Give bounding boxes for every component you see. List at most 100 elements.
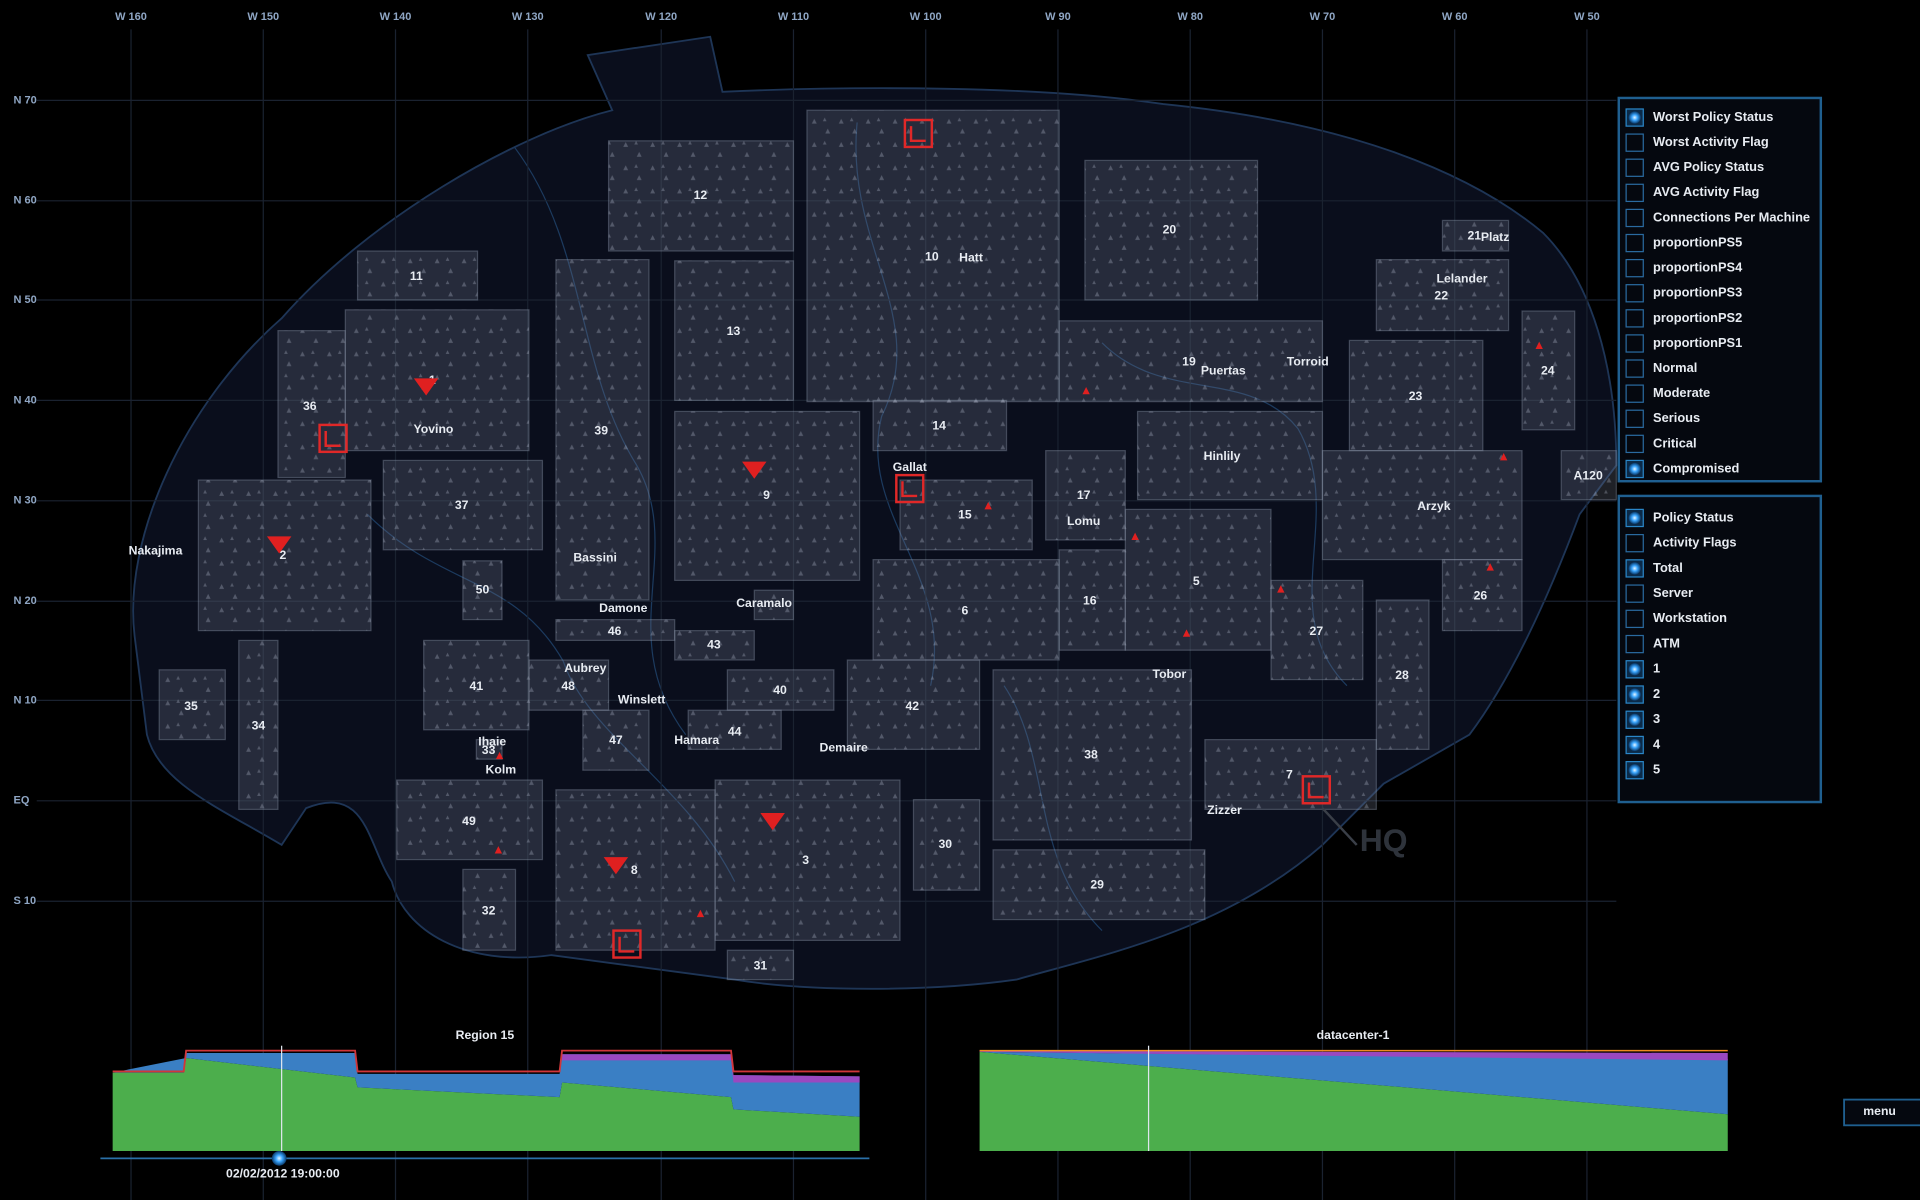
place-name: Nakajima (129, 543, 183, 557)
layer-option[interactable]: Policy Status (1625, 508, 1734, 528)
region-texture (1442, 220, 1509, 252)
layer-option[interactable]: Normal (1625, 359, 1697, 378)
menu-label[interactable]: menu (1863, 1104, 1896, 1118)
region-texture (476, 739, 503, 760)
checkbox[interactable] (1625, 634, 1644, 654)
layer-option[interactable]: proportionPS3 (1625, 284, 1742, 303)
region-texture (1376, 259, 1509, 331)
checkbox[interactable] (1625, 384, 1644, 403)
menu-frame[interactable] (1843, 1098, 1920, 1127)
layer-option[interactable]: Connections Per Machine (1625, 208, 1810, 228)
layer-option[interactable]: Worst Policy Status (1625, 108, 1773, 127)
layer-option[interactable]: Serious (1625, 409, 1700, 428)
region-label: 7 (1286, 767, 1293, 781)
region-texture (727, 950, 794, 980)
option-label[interactable]: 2 (1653, 686, 1660, 701)
checkbox-dot[interactable] (1628, 688, 1641, 701)
layer-option[interactable]: proportionPS5 (1625, 233, 1742, 253)
layer-option[interactable]: Server (1625, 584, 1693, 603)
option-label[interactable]: AVG Activity Flag (1653, 184, 1759, 199)
option-label[interactable]: 3 (1653, 711, 1660, 726)
option-label[interactable]: Policy Status (1653, 509, 1734, 524)
option-label[interactable]: ATM (1653, 635, 1680, 650)
layer-option[interactable]: proportionPS4 (1625, 258, 1743, 278)
option-label[interactable]: Normal (1653, 360, 1697, 375)
checkbox-dot[interactable] (1628, 663, 1641, 676)
option-label[interactable]: Critical (1653, 435, 1697, 450)
layer-option[interactable]: Compromised (1625, 459, 1739, 479)
checkbox[interactable] (1625, 584, 1644, 603)
layer-option[interactable]: 2 (1625, 685, 1660, 704)
layer-option[interactable]: proportionPS1 (1625, 334, 1742, 353)
option-label[interactable]: Server (1653, 585, 1693, 600)
option-label[interactable]: proportionPS3 (1653, 285, 1742, 300)
checkbox[interactable] (1625, 534, 1644, 553)
layer-option[interactable]: AVG Activity Flag (1625, 183, 1759, 203)
checkbox-dot[interactable] (1628, 764, 1641, 777)
layer-option[interactable]: 4 (1625, 735, 1661, 755)
checkbox[interactable] (1625, 133, 1644, 152)
checkbox[interactable] (1625, 434, 1644, 454)
layer-option[interactable]: Critical (1625, 434, 1697, 454)
layer-option[interactable]: Workstation (1625, 609, 1727, 629)
checkbox-dot[interactable] (1628, 111, 1641, 124)
option-label[interactable]: 1 (1653, 661, 1660, 676)
checkbox[interactable] (1625, 334, 1644, 353)
option-label[interactable]: Activity Flags (1653, 535, 1737, 550)
checkbox[interactable] (1625, 409, 1644, 428)
region-texture (238, 640, 278, 810)
checkbox[interactable] (1625, 208, 1644, 228)
region-label: 32 (482, 903, 496, 917)
region-texture (1349, 340, 1483, 451)
region-label: A120 (1574, 469, 1603, 483)
layer-panel-top (1617, 96, 1823, 483)
option-label[interactable]: AVG Policy Status (1653, 159, 1764, 174)
region-label: 13 (727, 324, 741, 338)
region-label: 23 (1409, 389, 1423, 403)
option-label[interactable]: Serious (1653, 410, 1700, 425)
checkbox[interactable] (1625, 183, 1644, 203)
option-label[interactable]: Worst Activity Flag (1653, 134, 1769, 149)
region-label: 48 (561, 679, 575, 693)
region-label: 24 (1541, 363, 1555, 377)
region-label: 34 (252, 718, 266, 732)
checkbox[interactable] (1625, 158, 1644, 177)
option-label[interactable]: Connections Per Machine (1653, 209, 1810, 224)
layer-option[interactable]: proportionPS2 (1625, 309, 1742, 328)
place-name: Tobor (1153, 667, 1187, 681)
option-label[interactable]: proportionPS4 (1653, 260, 1743, 275)
checkbox[interactable] (1625, 309, 1644, 328)
layer-option[interactable]: 1 (1625, 660, 1660, 679)
option-label[interactable]: proportionPS1 (1653, 335, 1742, 350)
layer-option[interactable]: AVG Policy Status (1625, 158, 1764, 177)
checkbox[interactable] (1625, 284, 1644, 303)
option-label[interactable]: Total (1653, 560, 1683, 575)
option-label[interactable]: proportionPS5 (1653, 234, 1742, 249)
layer-option[interactable]: 5 (1625, 761, 1660, 780)
checkbox-dot[interactable] (1628, 738, 1641, 752)
menu-button[interactable]: menu (1843, 1098, 1920, 1127)
option-label[interactable]: 4 (1653, 736, 1661, 751)
option-label[interactable]: Compromised (1653, 460, 1739, 475)
layer-option[interactable]: Activity Flags (1625, 534, 1737, 553)
layer-option[interactable]: Worst Activity Flag (1625, 133, 1769, 152)
option-label[interactable]: 5 (1653, 762, 1660, 777)
option-label[interactable]: proportionPS2 (1653, 310, 1742, 325)
checkbox[interactable] (1625, 258, 1644, 278)
checkbox[interactable] (1625, 609, 1644, 629)
checkbox-dot[interactable] (1628, 462, 1641, 476)
checkbox-dot[interactable] (1628, 511, 1641, 525)
layer-panel-bottom (1617, 494, 1823, 804)
checkbox[interactable] (1625, 233, 1644, 253)
checkbox-dot[interactable] (1628, 562, 1641, 575)
layer-option[interactable]: Moderate (1625, 384, 1710, 403)
option-label[interactable]: Worst Policy Status (1653, 109, 1773, 124)
checkbox[interactable] (1625, 359, 1644, 378)
layer-option[interactable]: ATM (1625, 634, 1680, 654)
layer-option[interactable]: Total (1625, 559, 1683, 578)
checkbox-dot[interactable] (1628, 713, 1641, 726)
option-label[interactable]: Moderate (1653, 385, 1710, 400)
timestamp: 02/02/2012 19:00:00 (226, 1167, 340, 1181)
option-label[interactable]: Workstation (1653, 610, 1727, 625)
layer-option[interactable]: 3 (1625, 710, 1660, 729)
